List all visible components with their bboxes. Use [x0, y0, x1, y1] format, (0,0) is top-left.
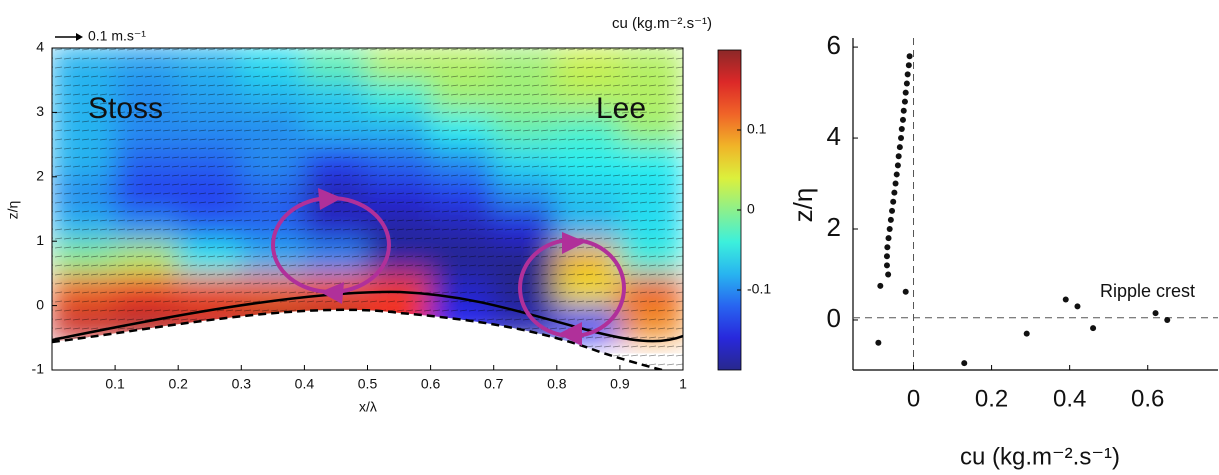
x-tick-label: 1 [679, 376, 687, 392]
x-axis-label: cu (kg.m⁻².s⁻¹) [960, 443, 1120, 470]
y-tick-label: 2 [827, 212, 841, 242]
point [902, 288, 909, 295]
point [889, 207, 896, 214]
bed-line [52, 308, 668, 370]
colorbar-tick-label: 0.1 [747, 121, 767, 137]
point [877, 282, 884, 289]
point [904, 71, 911, 78]
x-tick-label: 0.9 [610, 376, 630, 392]
x-axis-label: x/λ [359, 399, 377, 415]
y-axis-label: z/η [5, 201, 21, 220]
point [875, 339, 882, 346]
x-tick-label: 0.5 [358, 376, 378, 392]
point [896, 144, 903, 151]
scale-label: 0.1 m.s⁻¹ [88, 28, 146, 44]
x-tick-label: 0.7 [484, 376, 504, 392]
point [895, 153, 902, 160]
y-tick-label: 6 [827, 30, 841, 60]
point [899, 116, 906, 123]
y-tick-label: 2 [36, 168, 44, 184]
point [893, 171, 900, 178]
x-tick-label: 0.4 [1053, 385, 1086, 412]
point [1062, 296, 1069, 303]
y-tick-label: 0 [36, 296, 44, 312]
annotation: Stoss [88, 92, 163, 125]
point [1074, 303, 1081, 310]
point [1023, 330, 1030, 337]
point [901, 98, 908, 105]
point [883, 262, 890, 269]
y-tick-label: 1 [36, 232, 44, 248]
point [905, 62, 912, 69]
x-tick-label: 0.2 [975, 385, 1008, 412]
annotation: Ripple crest [1100, 281, 1195, 301]
point [898, 125, 905, 132]
point [906, 53, 913, 60]
x-tick-label: 0 [907, 385, 920, 412]
point [1152, 310, 1159, 317]
x-tick-label: 0.6 [1131, 385, 1164, 412]
point [1090, 325, 1097, 332]
arrow-heads [318, 188, 586, 346]
point [885, 271, 892, 278]
point [903, 80, 910, 87]
point [961, 360, 968, 367]
y-tick-label: -1 [32, 361, 45, 377]
x-tick-label: 0.4 [295, 376, 315, 392]
colorbar-label: cu (kg.m⁻².s⁻¹) [612, 15, 712, 32]
x-tick-label: 0.3 [232, 376, 252, 392]
x-tick-label: 0.8 [547, 376, 567, 392]
y-tick-label: 4 [36, 39, 44, 55]
colorbar-tick-label: -0.1 [747, 281, 771, 297]
point [887, 216, 894, 223]
y-tick-label: 0 [827, 303, 841, 333]
scale-arrow-head [76, 33, 83, 41]
bed [52, 309, 683, 370]
point [891, 189, 898, 196]
y-tick-label: 4 [827, 121, 841, 151]
point [886, 226, 893, 233]
y-axis-label: z/η [788, 188, 818, 223]
x-tick-label: 0.1 [105, 376, 125, 392]
point [892, 180, 899, 187]
x-tick-label: 0.6 [421, 376, 441, 392]
ripple-line [52, 290, 683, 343]
point [1164, 316, 1171, 323]
point [885, 235, 892, 242]
point [902, 89, 909, 96]
point [900, 107, 907, 114]
point [894, 162, 901, 169]
heatmap-field [52, 48, 683, 370]
point [883, 253, 890, 260]
point [884, 244, 891, 251]
x-tick-label: 0.2 [168, 376, 188, 392]
annotation: Lee [596, 92, 646, 125]
point [898, 135, 905, 142]
colorbar-tick-label: 0 [747, 201, 755, 217]
point [890, 198, 897, 205]
y-tick-label: 3 [36, 103, 44, 119]
